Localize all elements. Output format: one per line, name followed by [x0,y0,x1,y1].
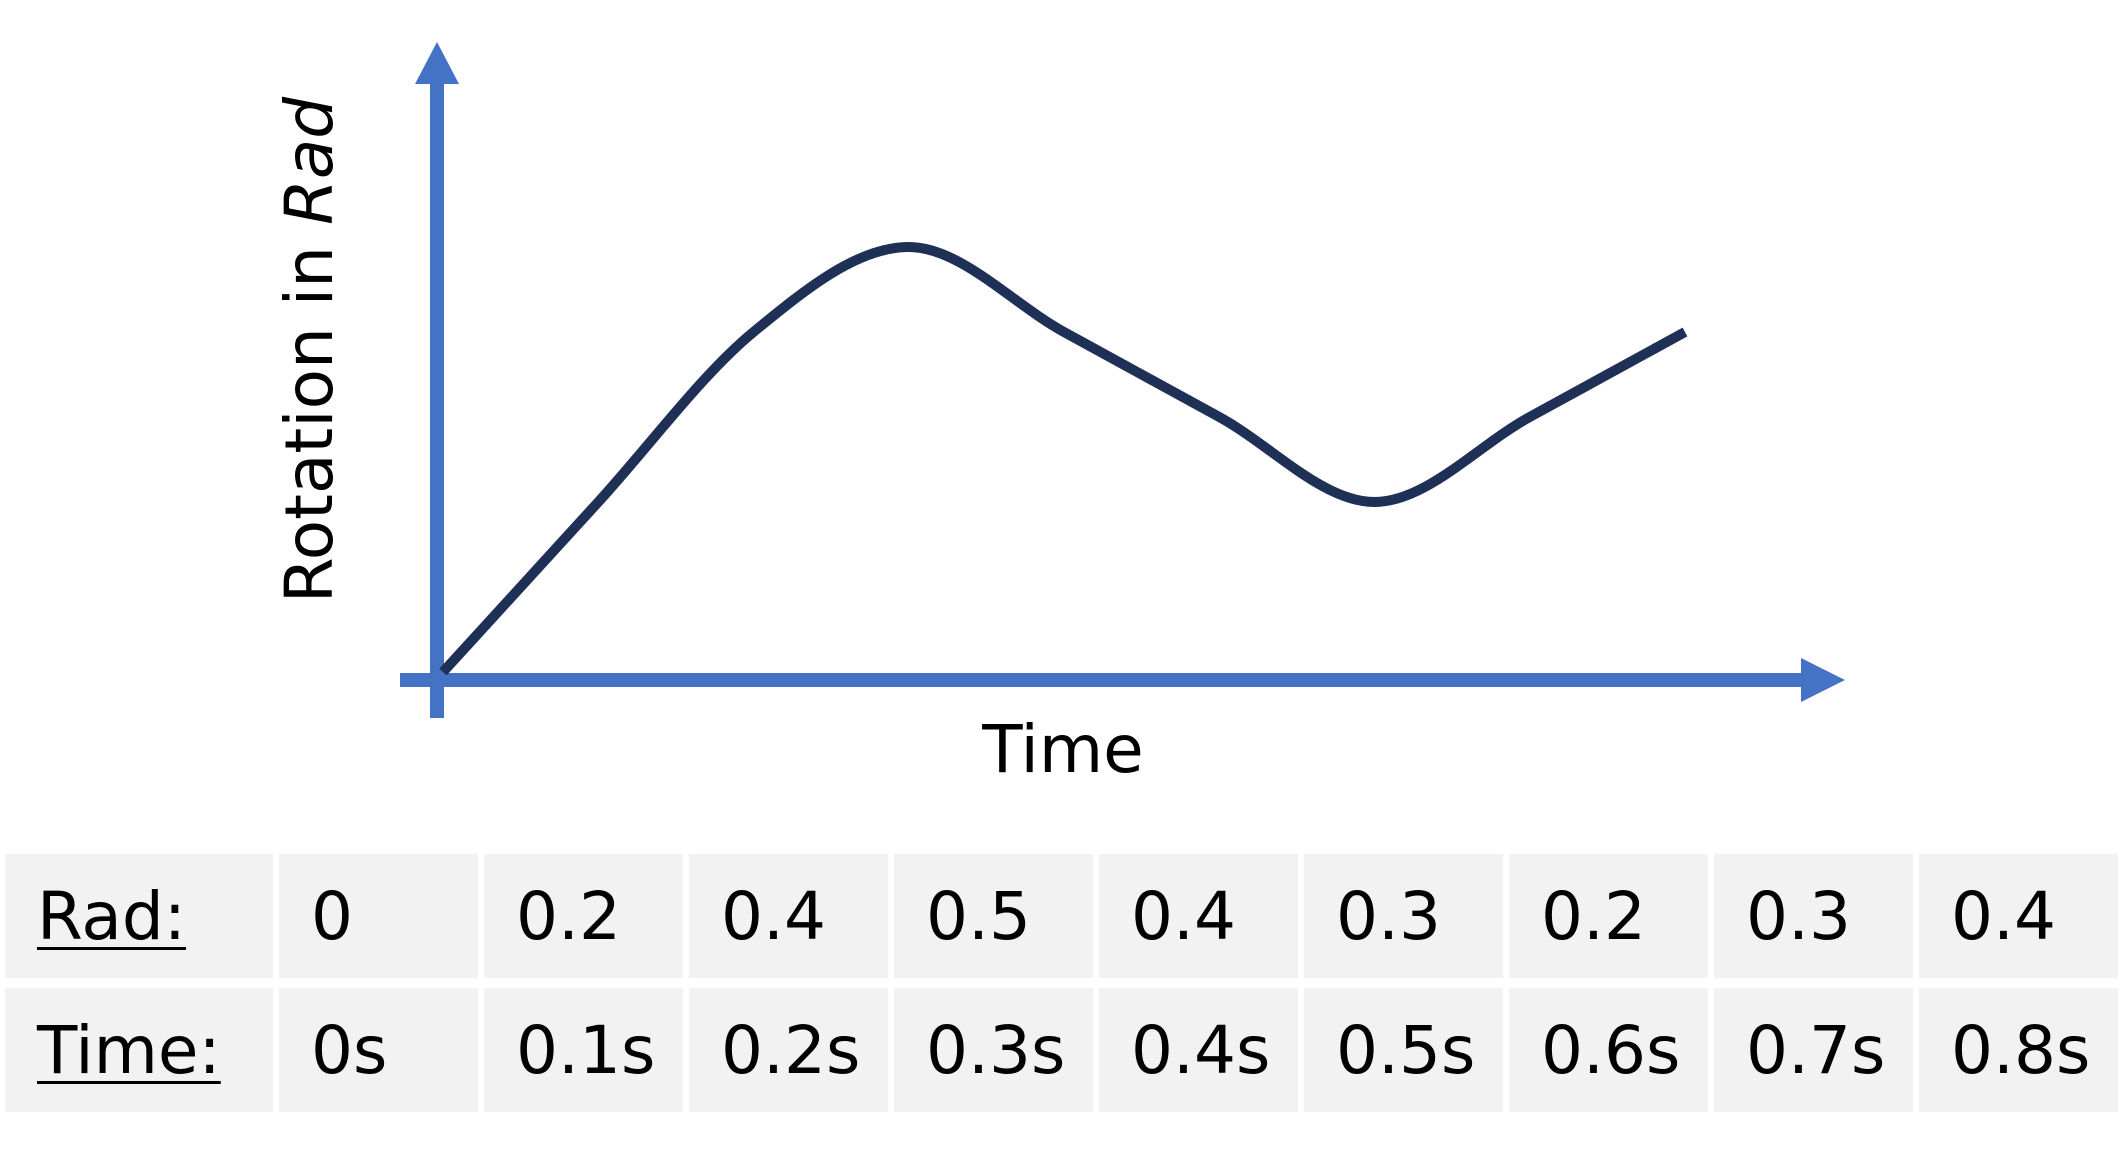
y-axis-arrowhead [415,42,459,84]
rad-cell: 0.3 [1714,854,1913,978]
y-axis-label-prefix: Rotation in [271,225,348,603]
table-row-rad: Rad: 0 0.2 0.4 0.5 0.4 0.3 0.2 0.3 0.4 [5,854,2118,978]
time-cell: 0.3s [894,988,1093,1112]
table-row-time: Time: 0s 0.1s 0.2s 0.3s 0.4s 0.5s 0.6s 0… [5,988,2118,1112]
rad-cell: 0.4 [1919,854,2118,978]
time-cell: 0s [279,988,478,1112]
data-table: Rad: 0 0.2 0.4 0.5 0.4 0.3 0.2 0.3 0.4 T… [0,844,2124,1122]
time-cell: 0.7s [1714,988,1913,1112]
rad-cell: 0.5 [894,854,1093,978]
row-label-time: Time: [5,988,273,1112]
rad-cell: 0.4 [689,854,888,978]
rad-cell: 0.2 [1509,854,1708,978]
rad-cell: 0.3 [1304,854,1503,978]
row-label-rad: Rad: [5,854,273,978]
series-line [439,242,1688,676]
data-points [438,242,1690,677]
time-cell: 0.4s [1099,988,1298,1112]
time-cell: 0.8s [1919,988,2118,1112]
y-axis-label-unit: Rad [271,96,348,225]
x-axis-arrowhead [1801,658,1845,702]
time-cell: 0.6s [1509,988,1708,1112]
x-axis-label: Time [981,711,1144,788]
time-cell: 0.5s [1304,988,1503,1112]
rad-cell: 0.2 [484,854,683,978]
time-cell: 0.1s [484,988,683,1112]
time-cell: 0.2s [689,988,888,1112]
line-chart: Time Rotation in Rad [271,42,1845,788]
rad-cell: 0 [279,854,478,978]
y-axis-label: Rotation in Rad [271,96,348,603]
rad-cell: 0.4 [1099,854,1298,978]
